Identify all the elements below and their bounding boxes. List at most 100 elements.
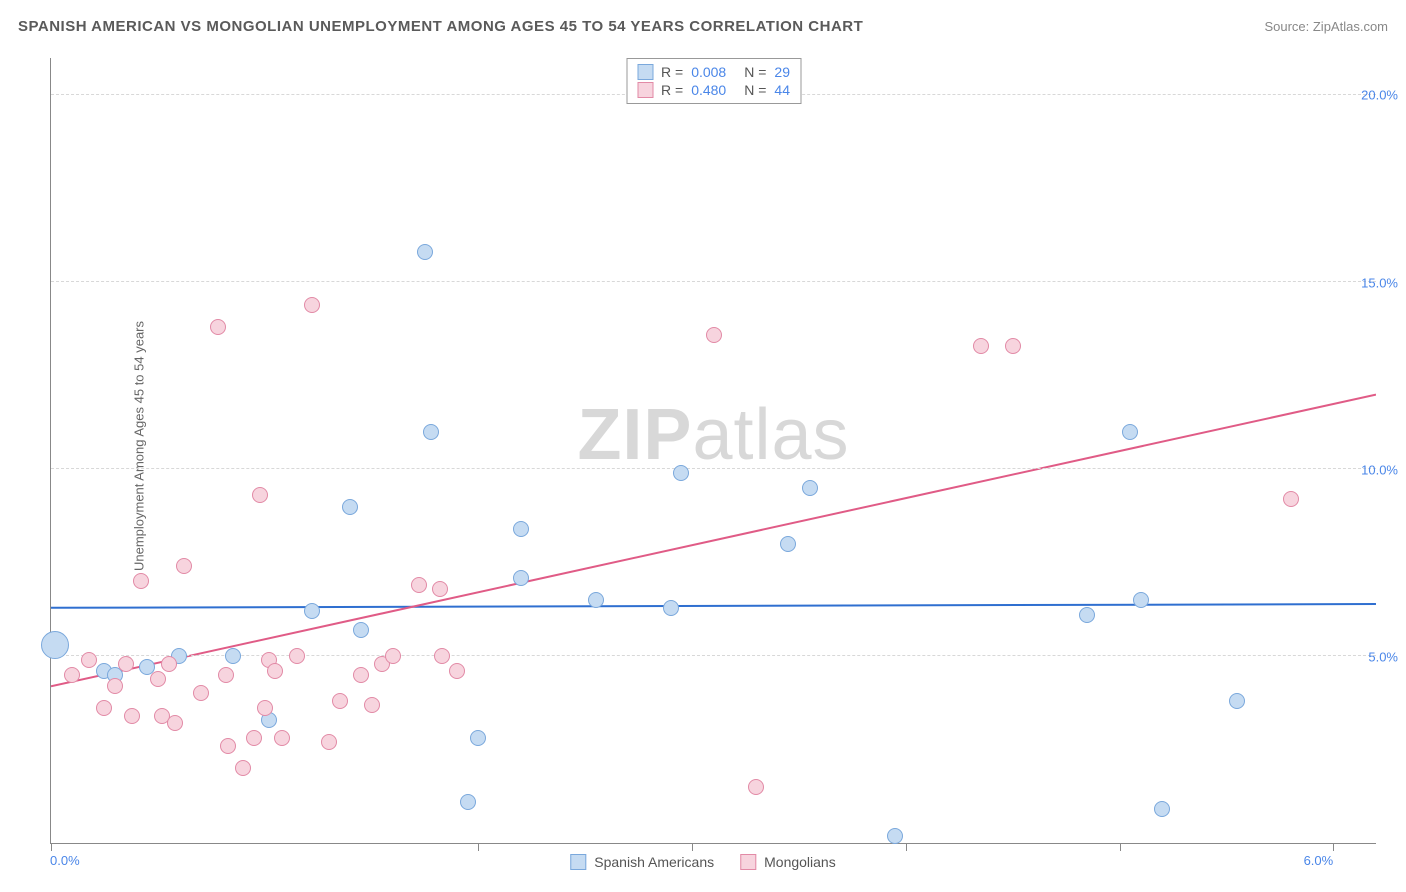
point-mongolian[interactable] <box>252 487 268 503</box>
point-mongolian[interactable] <box>332 693 348 709</box>
trend-line <box>51 604 1376 608</box>
point-mongolian[interactable] <box>353 667 369 683</box>
point-mongolian[interactable] <box>1005 338 1021 354</box>
point-spanish-american[interactable] <box>663 600 679 616</box>
legend-series-label: Spanish Americans <box>594 854 714 870</box>
trend-lines <box>51 58 1376 843</box>
point-mongolian[interactable] <box>748 779 764 795</box>
legend-series: Spanish Americans Mongolians <box>570 854 835 870</box>
legend-r-value: 0.008 <box>691 64 726 80</box>
point-mongolian[interactable] <box>107 678 123 694</box>
point-spanish-american[interactable] <box>887 828 903 844</box>
x-tick-label: 6.0% <box>1304 853 1334 868</box>
point-mongolian[interactable] <box>706 327 722 343</box>
y-tick-label: 20.0% <box>1361 88 1398 103</box>
point-spanish-american[interactable] <box>1133 592 1149 608</box>
legend-n-label: N = <box>744 82 766 98</box>
legend-r-value: 0.480 <box>691 82 726 98</box>
legend-correlation-row: R = 0.008 N = 29 <box>637 63 790 81</box>
point-mongolian[interactable] <box>150 671 166 687</box>
plot-area: ZIPatlas R = 0.008 N = 29 R = 0.480 N = 44 <box>50 58 1376 844</box>
point-spanish-american[interactable] <box>423 424 439 440</box>
point-mongolian[interactable] <box>218 667 234 683</box>
watermark-bold: ZIP <box>577 395 692 475</box>
point-mongolian[interactable] <box>246 730 262 746</box>
x-tick-mark <box>1333 843 1334 851</box>
point-spanish-american[interactable] <box>417 244 433 260</box>
source-label: Source: ZipAtlas.com <box>1264 19 1388 34</box>
point-spanish-american[interactable] <box>41 631 69 659</box>
point-mongolian[interactable] <box>257 700 273 716</box>
point-spanish-american[interactable] <box>470 730 486 746</box>
point-spanish-american[interactable] <box>1122 424 1138 440</box>
point-mongolian[interactable] <box>124 708 140 724</box>
legend-n-value: 29 <box>774 64 790 80</box>
gridline <box>51 468 1376 469</box>
legend-swatch <box>570 854 586 870</box>
point-mongolian[interactable] <box>1283 491 1299 507</box>
point-mongolian[interactable] <box>411 577 427 593</box>
point-spanish-american[interactable] <box>513 521 529 537</box>
point-mongolian[interactable] <box>64 667 80 683</box>
legend-swatch <box>637 64 653 80</box>
point-mongolian[interactable] <box>133 573 149 589</box>
x-tick-mark <box>1120 843 1121 851</box>
point-mongolian[interactable] <box>176 558 192 574</box>
legend-swatch <box>740 854 756 870</box>
point-spanish-american[interactable] <box>673 465 689 481</box>
watermark: ZIPatlas <box>577 394 849 476</box>
y-tick-label: 15.0% <box>1361 275 1398 290</box>
point-spanish-american[interactable] <box>353 622 369 638</box>
point-mongolian[interactable] <box>81 652 97 668</box>
point-mongolian[interactable] <box>364 697 380 713</box>
chart-title: SPANISH AMERICAN VS MONGOLIAN UNEMPLOYME… <box>18 18 863 35</box>
watermark-rest: atlas <box>692 395 849 475</box>
point-mongolian[interactable] <box>161 656 177 672</box>
legend-n-label: N = <box>744 64 766 80</box>
point-mongolian[interactable] <box>321 734 337 750</box>
point-spanish-american[interactable] <box>225 648 241 664</box>
point-spanish-american[interactable] <box>513 570 529 586</box>
point-mongolian[interactable] <box>289 648 305 664</box>
point-spanish-american[interactable] <box>802 480 818 496</box>
point-mongolian[interactable] <box>274 730 290 746</box>
point-mongolian[interactable] <box>193 685 209 701</box>
legend-series-label: Mongolians <box>764 854 836 870</box>
point-mongolian[interactable] <box>432 581 448 597</box>
trend-line <box>51 395 1376 687</box>
point-mongolian[interactable] <box>434 648 450 664</box>
point-mongolian[interactable] <box>973 338 989 354</box>
point-mongolian[interactable] <box>385 648 401 664</box>
chart-container: SPANISH AMERICAN VS MONGOLIAN UNEMPLOYME… <box>0 0 1406 892</box>
point-spanish-american[interactable] <box>1079 607 1095 623</box>
point-mongolian[interactable] <box>167 715 183 731</box>
x-tick-mark <box>478 843 479 851</box>
point-spanish-american[interactable] <box>460 794 476 810</box>
point-mongolian[interactable] <box>220 738 236 754</box>
legend-correlation: R = 0.008 N = 29 R = 0.480 N = 44 <box>626 58 801 104</box>
gridline <box>51 281 1376 282</box>
legend-r-label: R = <box>661 64 683 80</box>
point-mongolian[interactable] <box>118 656 134 672</box>
x-tick-mark <box>51 843 52 851</box>
point-spanish-american[interactable] <box>1154 801 1170 817</box>
point-spanish-american[interactable] <box>1229 693 1245 709</box>
legend-r-label: R = <box>661 82 683 98</box>
legend-series-item[interactable]: Mongolians <box>740 854 836 870</box>
x-tick-mark <box>906 843 907 851</box>
point-mongolian[interactable] <box>449 663 465 679</box>
point-spanish-american[interactable] <box>304 603 320 619</box>
gridline <box>51 655 1376 656</box>
point-mongolian[interactable] <box>304 297 320 313</box>
point-mongolian[interactable] <box>267 663 283 679</box>
legend-n-value: 44 <box>774 82 790 98</box>
point-mongolian[interactable] <box>96 700 112 716</box>
point-spanish-american[interactable] <box>780 536 796 552</box>
point-spanish-american[interactable] <box>342 499 358 515</box>
point-mongolian[interactable] <box>235 760 251 776</box>
y-tick-label: 5.0% <box>1368 649 1398 664</box>
point-mongolian[interactable] <box>210 319 226 335</box>
legend-series-item[interactable]: Spanish Americans <box>570 854 714 870</box>
legend-correlation-row: R = 0.480 N = 44 <box>637 81 790 99</box>
point-spanish-american[interactable] <box>588 592 604 608</box>
